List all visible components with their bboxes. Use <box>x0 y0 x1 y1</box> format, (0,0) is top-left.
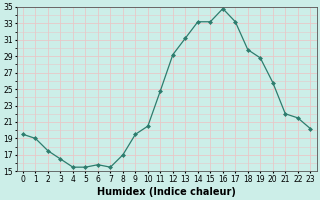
X-axis label: Humidex (Indice chaleur): Humidex (Indice chaleur) <box>97 187 236 197</box>
